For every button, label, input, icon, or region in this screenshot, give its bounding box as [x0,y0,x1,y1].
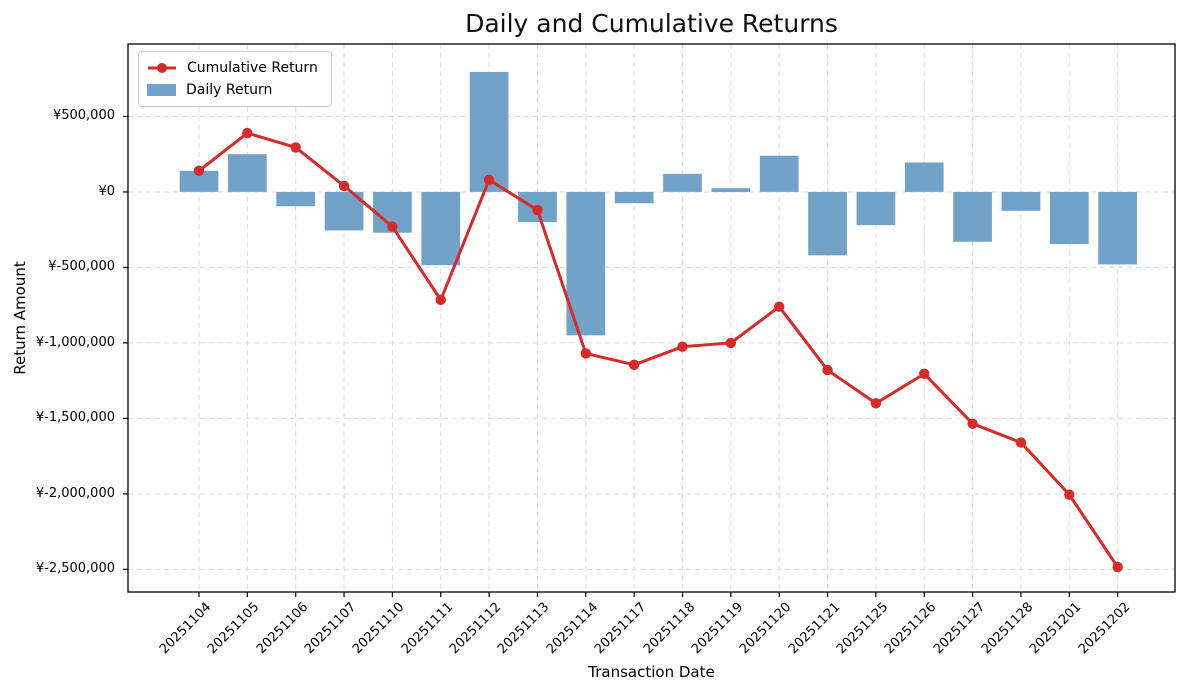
legend-entry-cumulative: Cumulative Return [147,58,318,78]
cumulative-return-marker [725,337,737,349]
y-tick-label: ¥-2,000,000 [35,485,115,501]
legend-bar-swatch-icon [147,84,176,96]
daily-return-bar [663,173,702,192]
cumulative-return-marker [435,294,446,306]
daily-return-bar [469,71,509,192]
cumulative-return-marker [870,398,882,409]
cumulative-return-marker [483,174,495,186]
cumulative-return-marker [919,368,930,380]
daily-return-bar [856,191,896,226]
legend: Cumulative Return Daily Return [138,51,332,107]
cumulative-return-marker [1064,489,1075,500]
y-tick-label: ¥0 [98,183,115,199]
y-tick-label: ¥-2,500,000 [35,561,115,577]
cumulative-return-marker [387,221,398,232]
cumulative-return-marker [242,127,253,139]
cumulative-return-marker [338,180,350,192]
cumulative-return-marker [628,359,640,370]
cumulative-return-marker [774,301,785,312]
y-tick-label: ¥-1,500,000 [35,410,115,426]
cumulative-return-line [197,131,1120,569]
daily-return-bar [228,154,267,192]
cumulative-return-marker [193,165,205,177]
daily-return-bar [179,170,219,192]
y-tick-label: ¥-500,000 [48,259,115,275]
daily-return-bar [904,162,944,192]
legend-label-daily: Daily Return [186,82,273,98]
y-tick-label: ¥-1,000,000 [35,334,115,350]
axes-spines [127,43,1176,593]
daily-return-bar [614,191,654,204]
cumulative-return-marker [822,364,833,376]
cumulative-return-marker [290,142,301,153]
legend-line-swatch-icon [148,63,176,73]
y-tick-label: ¥500,000 [52,108,115,124]
legend-entry-daily: Daily Return [147,80,318,100]
daily-return-bar [953,191,992,242]
cumulative-return-marker [580,348,591,359]
daily-return-bar [276,191,316,207]
chart-title: Daily and Cumulative Returns [465,9,838,38]
x-axis-label: Transaction Date [588,663,715,681]
daily-return-bar [421,191,461,266]
daily-return-bar [1049,191,1089,245]
daily-return-bar [711,188,751,192]
cumulative-return-marker [532,204,543,216]
daily-return-bar [759,155,799,192]
legend-label-cumulative: Cumulative Return [187,60,318,76]
cumulative-return-marker [967,418,978,429]
y-axis-label: Return Amount [11,261,29,375]
cumulative-return-marker [1112,561,1123,573]
daily-return-bar [808,191,847,256]
daily-return-bar [1098,191,1137,265]
daily-return-bar [1001,191,1041,211]
cumulative-return-marker [677,341,688,352]
cumulative-return-marker [1015,437,1027,448]
